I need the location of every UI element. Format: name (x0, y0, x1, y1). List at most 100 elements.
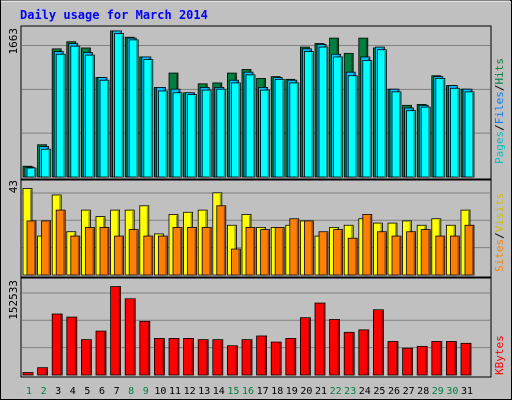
bar-kbytes (197, 339, 209, 376)
bar-shade (162, 339, 164, 375)
bar-pages (216, 88, 227, 178)
x-tick-label: 7 (114, 386, 120, 397)
bar-kbytes (431, 341, 443, 376)
bar-shade (223, 90, 226, 177)
bar-sites (187, 227, 198, 276)
bar-kbytes (241, 339, 253, 376)
bar-shade (442, 237, 445, 275)
bar-sites (274, 227, 285, 276)
bar-shade (439, 342, 442, 375)
bar-kbytes (183, 338, 195, 376)
bar-pages (41, 148, 51, 178)
bar-shade (194, 95, 197, 177)
bar-sites (26, 220, 37, 276)
bar-kbytes (299, 317, 311, 376)
bar-shade (209, 228, 211, 275)
bar-pages (172, 92, 183, 178)
legend-sites: Sites (493, 239, 506, 272)
bar-kbytes (416, 345, 428, 376)
bar-shade (428, 108, 430, 177)
bar-shade (337, 320, 340, 375)
bar-shade (104, 332, 106, 375)
bar-shade (121, 34, 124, 177)
bar-shade (92, 228, 94, 275)
bar-shade (296, 83, 299, 177)
bar-shade (165, 91, 167, 177)
bar-pages (406, 110, 417, 178)
bar-shade (48, 221, 51, 275)
x-tick-label: 11 (169, 386, 181, 397)
bar-sites (216, 205, 227, 276)
bar-shade (326, 48, 328, 178)
bar-sites (85, 227, 95, 276)
x-tick-label: 16 (242, 386, 254, 397)
x-tick-label: 21 (315, 386, 327, 397)
bar-shade (136, 40, 138, 178)
bar-kbytes (460, 342, 472, 376)
bar-kbytes (402, 347, 414, 376)
bar-pages (391, 91, 402, 178)
bar-kbytes (124, 298, 136, 376)
bar-sites (449, 235, 460, 276)
bar-sites (289, 218, 300, 276)
x-tick-label: 29 (432, 386, 444, 397)
bar-sites (435, 235, 446, 276)
bar-pages (128, 39, 139, 178)
bar-kbytes (445, 341, 457, 376)
bar-shade (454, 342, 456, 375)
bar-kbytes (66, 316, 78, 376)
bar-pages (449, 87, 460, 178)
bar-shade (92, 56, 94, 177)
bar-pages (362, 60, 373, 178)
bar-shade (472, 226, 474, 275)
bar-kbytes (256, 335, 268, 376)
x-tick-label: 18 (271, 386, 283, 397)
bar-shade (191, 339, 194, 375)
bar-shade (63, 55, 65, 177)
x-tick-label: 2 (41, 386, 47, 397)
bar-shade (442, 79, 445, 177)
bar-shade (413, 111, 416, 177)
bar-kbytes (372, 309, 384, 376)
x-tick-label: 19 (286, 386, 298, 397)
legend-separator: / (493, 124, 506, 131)
bar-sites (464, 224, 475, 276)
bar-shade (107, 228, 109, 275)
legend-separator: / (493, 85, 506, 92)
legend-hits: Hits (493, 58, 506, 85)
bar-shade (250, 340, 252, 375)
legend-pages: Pages (493, 131, 506, 164)
bar-shade (238, 250, 240, 275)
bar-kbytes (212, 339, 224, 376)
svg-text:Sites/Visits: Sites/Visits (493, 193, 506, 273)
bar-pages (420, 106, 431, 178)
x-tick-label: 14 (213, 386, 225, 397)
bar-kbytes (22, 372, 34, 376)
bar-shade (399, 92, 401, 177)
bar-shade (220, 340, 223, 375)
bar-shade (48, 150, 51, 177)
bar-shade (77, 47, 80, 177)
bar-sites (99, 227, 110, 276)
bar-shade (355, 239, 357, 275)
bar-shade (428, 230, 430, 275)
bar-shade (206, 340, 208, 375)
bar-pages (85, 54, 95, 178)
bar-shade (45, 368, 48, 375)
bar-sites (55, 209, 66, 276)
x-tick-label: 10 (154, 386, 166, 397)
bar-pages (230, 82, 241, 178)
bar-pages (55, 53, 66, 178)
x-tick-label: 13 (198, 386, 210, 397)
bar-sites (333, 229, 344, 276)
bar-shade (238, 83, 240, 177)
bar-kbytes (95, 330, 107, 376)
bar-shade (31, 373, 33, 375)
bar-shade (253, 228, 255, 275)
x-tick-label: 31 (461, 386, 473, 397)
bar-shade (457, 89, 459, 177)
bar-pages (333, 56, 344, 178)
bar-pages (289, 82, 300, 178)
bar-shade (369, 61, 372, 177)
